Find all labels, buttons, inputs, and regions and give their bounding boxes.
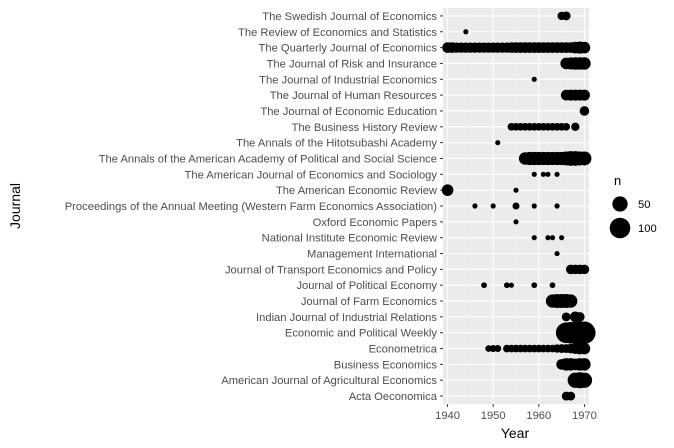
y-tick-label-oxford-economic-papers: Oxford Economic Papers [313,217,438,229]
point-national-institute-economic-review-1965 [559,235,565,241]
legend-key-50 [612,196,628,212]
point-oxford-economic-papers-1955 [513,219,519,225]
y-tick-label-the-business-history-review: The Business History Review [292,122,438,134]
point-journal-of-political-economy-1953 [504,282,510,289]
size-legend: n 50 100 [609,173,657,239]
point-proceedings-of-the-annual-meeting-western-farm-economics-association-1964 [554,203,560,209]
x-tick-label-1970: 1970 [572,410,597,422]
legend-title: n [614,173,621,188]
x-tick-labels: 1940 1950 1960 1970 [435,404,597,422]
y-tick-label-the-journal-of-industrial-economics: The Journal of Industrial Economics [259,74,437,86]
y-tick-label-the-american-journal-of-economics-and-sociology: The American Journal of Economics and So… [185,169,438,181]
point-proceedings-of-the-annual-meeting-western-farm-economics-association-1959 [531,203,537,209]
point-indian-journal-of-industrial-relations-1966 [561,312,571,322]
point-the-american-economic-review-1940 [441,184,454,196]
point-the-american-journal-of-economics-and-sociology-1964 [554,171,560,177]
y-tick-label-indian-journal-of-industrial-relations: Indian Journal of Industrial Relations [256,312,437,324]
point-the-swedish-journal-of-economics-1966 [561,11,571,21]
point-journal-of-political-economy-1948 [481,282,487,289]
y-tick-label-the-annals-of-the-american-academy-of-political-and-social-science: The Annals of the American Academy of Po… [99,153,437,165]
point-national-institute-economic-review-1962 [545,235,551,241]
legend-key-100 [609,217,631,239]
point-the-annals-of-the-american-academy-of-political-and-social-science-1970 [577,151,592,166]
y-tick-label-journal-of-farm-economics: Journal of Farm Economics [301,296,438,308]
y-axis-title: Journal [7,183,23,229]
point-proceedings-of-the-annual-meeting-western-farm-economics-association-1950 [490,203,496,209]
x-axis-title: Year [501,425,530,441]
point-the-american-economic-review-1955 [513,187,519,193]
legend-label-50: 50 [638,199,650,211]
point-proceedings-of-the-annual-meeting-western-farm-economics-association-1946 [472,203,478,209]
y-tick-label-econometrica: Econometrica [369,344,438,356]
y-tick-label-journal-of-political-economy: Journal of Political Economy [296,280,437,292]
point-journal-of-political-economy-1959 [531,282,538,289]
y-tick-label-american-journal-of-agricultural-economics: American Journal of Agricultural Economi… [221,375,437,387]
point-proceedings-of-the-annual-meeting-western-farm-economics-association-1955 [512,202,520,210]
y-tick-label-proceedings-of-the-annual-meeting-western-farm-economics-association: Proceedings of the Annual Meeting (Weste… [65,201,438,213]
point-national-institute-economic-review-1959 [531,235,537,241]
point-the-journal-of-economic-education-1970 [579,106,590,116]
point-the-review-of-economics-and-statistics-1944 [463,29,469,35]
point-journal-of-political-economy-1963 [549,282,556,289]
y-tick-label-management-international: Management International [307,249,437,261]
point-business-economics-1970 [578,358,591,371]
y-tick-label-business-economics: Business Economics [334,359,438,371]
x-tick-label-1940: 1940 [435,410,460,422]
y-tick-label-acta-oeconomica: Acta Oeconomica [349,391,438,403]
y-tick-label-the-annals-of-the-hitotsubashi-academy: The Annals of the Hitotsubashi Academy [236,138,437,150]
point-the-journal-of-human-resources-1970 [578,89,590,101]
y-tick-label-economic-and-political-weekly: Economic and Political Weekly [285,328,438,340]
y-tick-labels: The Swedish Journal of Economics The Revi… [65,11,443,403]
point-the-journal-of-risk-and-insurance-1970 [578,57,591,70]
y-tick-label-the-journal-of-human-resources: The Journal of Human Resources [270,90,438,102]
point-the-business-history-review-1968 [571,122,580,131]
point-journal-of-political-economy-1954 [508,282,515,288]
point-acta-oeconomica-1967 [566,391,576,401]
point-journal-of-transport-economics-and-policy-1970 [579,264,590,275]
y-tick-label-national-institute-economic-review: National Institute Economic Review [262,233,438,245]
data-points [441,11,596,401]
point-the-american-journal-of-economics-and-sociology-1959 [531,171,537,177]
y-tick-label-the-review-of-economics-and-statistics: The Review of Economics and Statistics [238,27,437,39]
y-tick-label-journal-of-transport-economics-and-policy: Journal of Transport Economics and Polic… [225,264,437,276]
point-the-annals-of-the-hitotsubashi-academy-1951 [495,140,501,146]
point-the-journal-of-industrial-economics-1959 [531,76,537,82]
y-tick-label-the-swedish-journal-of-economics: The Swedish Journal of Economics [262,11,437,23]
point-econometrica-1970 [578,342,591,355]
x-tick-label-1960: 1960 [526,410,551,422]
legend-label-100: 100 [638,223,657,235]
y-tick-label-the-american-economic-review: The American Economic Review [276,185,438,197]
point-the-american-journal-of-economics-and-sociology-1961 [540,171,546,177]
point-indian-journal-of-industrial-relations-1969 [575,312,585,322]
point-the-quarterly-journal-of-economics-1970 [578,41,591,54]
point-management-international-1964 [554,250,560,257]
point-econometrica-1951 [494,345,502,353]
point-the-american-journal-of-economics-and-sociology-1962 [545,171,551,177]
point-national-institute-economic-review-1963 [549,235,556,241]
x-tick-label-1950: 1950 [481,410,506,422]
point-the-business-history-review-1966 [562,122,571,131]
y-tick-label-the-journal-of-economic-education: The Journal of Economic Education [260,106,437,118]
point-american-journal-of-agricultural-economics-1970 [576,372,593,388]
y-tick-label-the-journal-of-risk-and-insurance: The Journal of Risk and Insurance [267,58,437,70]
point-economic-and-political-weekly-1970 [573,321,596,344]
y-tick-label-the-quarterly-journal-of-economics: The Quarterly Journal of Economics [259,43,438,55]
point-journal-of-farm-economics-1967 [564,294,578,308]
